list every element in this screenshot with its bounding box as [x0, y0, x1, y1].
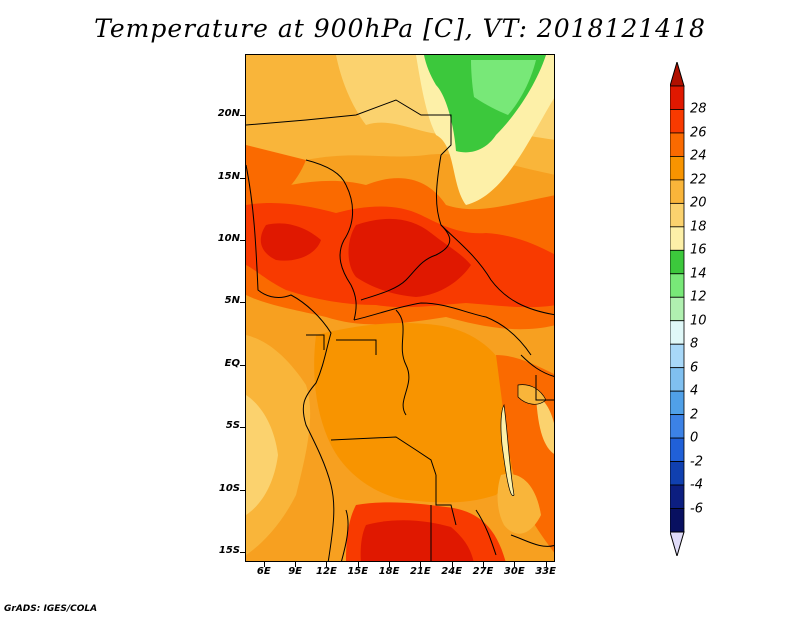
field-12-14-northeast [471, 60, 536, 115]
lon-tick [326, 562, 328, 567]
lon-tick [545, 562, 547, 567]
lon-tick [514, 562, 516, 567]
lat-label: 15S [218, 545, 240, 556]
colorbar-box [669, 85, 685, 110]
lon-label: 27E [472, 566, 494, 577]
colorbar-box [669, 132, 685, 157]
colorbar-min-arrow [669, 531, 685, 558]
lon-label: 24E [441, 566, 463, 577]
colorbar-box [669, 367, 685, 392]
lon-label: 12E [316, 566, 337, 577]
lat-tick [240, 177, 245, 179]
colorbar-label: 10 [690, 313, 707, 329]
colorbar-label: 8 [690, 336, 699, 352]
lon-label: 30E [503, 566, 525, 577]
colorbar-box [669, 508, 685, 533]
lat-label: 5S [225, 420, 240, 432]
colorbar-box [669, 437, 685, 462]
temperature-field [246, 55, 554, 561]
colorbar-box [669, 320, 685, 345]
colorbar-label: 2 [690, 407, 699, 423]
lon-tick [482, 562, 484, 567]
colorbar-label: 12 [690, 289, 707, 305]
lon-tick [420, 562, 422, 567]
colorbar-label: 26 [690, 125, 707, 141]
colorbar [669, 60, 692, 558]
colorbar-label: 16 [690, 242, 707, 258]
colorbar-max-arrow [669, 60, 685, 87]
lon-label: 33E [535, 566, 556, 577]
colorbar-box [669, 249, 685, 275]
lat-tick [240, 115, 245, 117]
field-20-22-west-coast [246, 335, 311, 555]
lon-label: 6E [256, 566, 271, 577]
colorbar-label: 24 [690, 148, 707, 164]
colorbar-box [669, 273, 685, 298]
colorbar-box [669, 390, 685, 416]
country-borders [246, 99, 554, 561]
grads-credit: GrADS: IGES/COLA [4, 604, 98, 614]
field-above-28-south [360, 520, 474, 561]
colorbar-label: 0 [690, 430, 699, 446]
colorbar-box [669, 484, 685, 509]
field-18-20-west-coast [246, 395, 278, 515]
field-above-28-west [260, 223, 321, 261]
lat-tick [240, 239, 245, 241]
lon-tick [451, 562, 453, 567]
colorbar-box [669, 296, 685, 322]
colorbar-label: -2 [690, 454, 703, 470]
lat-tick [240, 364, 245, 366]
field-above-28-central [348, 218, 471, 297]
temperature-map [245, 54, 555, 562]
lon-tick [295, 562, 297, 567]
atlantic-coastline [246, 164, 335, 561]
field-22-24-south-central [314, 323, 520, 503]
lake-tanganyika [500, 403, 515, 496]
lat-label: 5N [224, 295, 240, 307]
colorbar-label: -4 [690, 477, 703, 493]
lon-label: 15E [347, 566, 369, 577]
colorbar-box [669, 461, 685, 486]
colorbar-box [669, 156, 685, 181]
colorbar-box [669, 202, 685, 228]
lon-tick [357, 562, 359, 567]
field-20-22-east-highlands [497, 474, 541, 534]
lat-label: 10N [217, 232, 240, 244]
colorbar-label: 14 [690, 266, 707, 282]
lat-tick [240, 552, 245, 553]
colorbar-box [669, 343, 685, 369]
colorbar-label: 6 [690, 360, 699, 376]
colorbar-scale [669, 60, 685, 558]
field-18-20-east [536, 395, 554, 454]
colorbar-box [669, 109, 685, 134]
colorbar-label: 22 [690, 172, 707, 188]
lon-tick [389, 562, 391, 567]
colorbar-box [669, 414, 685, 439]
lat-label: EQ [224, 357, 240, 369]
colorbar-box [669, 179, 685, 204]
colorbar-label: 28 [690, 101, 707, 117]
lon-tick [263, 562, 265, 567]
colorbar-box [669, 226, 685, 251]
colorbar-label: 4 [690, 383, 699, 399]
lat-tick [240, 302, 245, 304]
lat-label: 15N [217, 170, 240, 182]
colorbar-label: 20 [690, 195, 707, 211]
colorbar-label: 18 [690, 219, 707, 235]
lat-label: 10S [218, 482, 240, 494]
lat-tick [240, 489, 245, 491]
lon-label: 9E [288, 566, 302, 577]
map-title: Temperature at 900hPa [C], VT: 201812141… [94, 14, 706, 43]
lon-label: 21E [409, 566, 431, 577]
lon-label: 18E [378, 566, 400, 577]
lat-tick [240, 427, 245, 429]
lat-label: 20N [217, 108, 240, 120]
colorbar-label: -6 [690, 501, 703, 517]
